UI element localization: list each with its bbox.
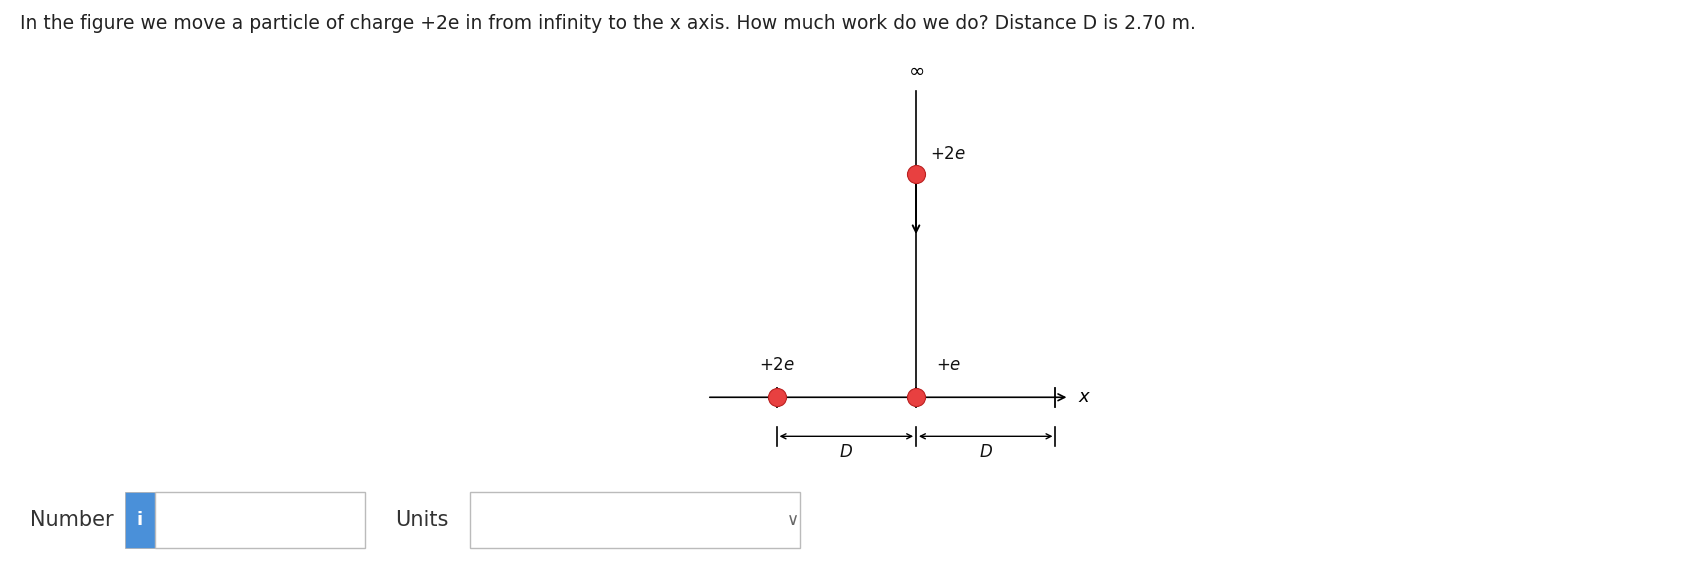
Text: $+2e$: $+2e$ (929, 145, 966, 163)
Bar (125, 492, 155, 548)
Text: $\infty$: $\infty$ (908, 61, 923, 79)
Text: i: i (137, 510, 143, 529)
Text: In the figure we move a particle of charge +2e in from infinity to the x axis. H: In the figure we move a particle of char… (20, 14, 1195, 33)
Text: ∨: ∨ (787, 510, 799, 529)
Text: $x$: $x$ (1077, 388, 1091, 407)
Text: Units: Units (394, 509, 449, 530)
Text: $+2e$: $+2e$ (758, 356, 794, 373)
Text: $D$: $D$ (978, 443, 992, 461)
Text: $+e$: $+e$ (935, 356, 961, 373)
Bar (155, 492, 365, 548)
Bar (469, 492, 799, 548)
Text: $D$: $D$ (838, 443, 854, 461)
Text: Number: Number (31, 509, 114, 530)
